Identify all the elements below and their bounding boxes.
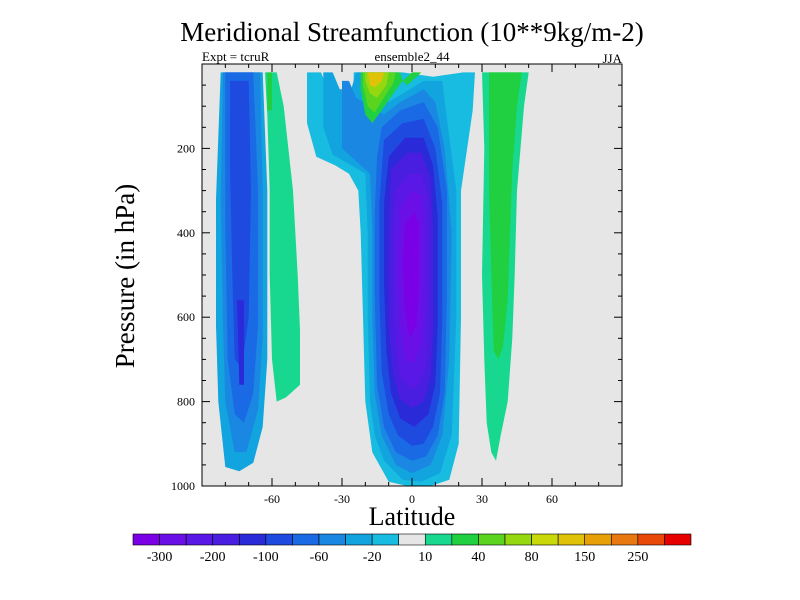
- chart-title: Meridional Streamfunction (10**9kg/m-2): [180, 17, 643, 47]
- colorbar-label: 10: [418, 550, 432, 565]
- north-pos-band-2: [489, 72, 522, 360]
- colorbar-swatch: [557, 533, 586, 546]
- colorbar-swatch: [504, 533, 532, 546]
- y-tick-label: 600: [177, 310, 195, 324]
- colorbar-label: -20: [363, 550, 382, 565]
- colorbar-swatch: [424, 533, 453, 546]
- x-tick-label: -60: [264, 492, 280, 506]
- colorbar-swatch: [238, 533, 267, 546]
- colorbar-swatch: [132, 533, 160, 546]
- colorbar-swatch: [451, 533, 479, 546]
- plot-area: -60 -30 0 30 60 200 400 600 800 1000: [171, 63, 623, 506]
- colorbar-label: 80: [525, 550, 539, 565]
- y-tick-label: 200: [177, 141, 195, 155]
- x-axis-label: Latitude: [369, 502, 456, 531]
- colorbar: -300 -200 -100 -60 -20 10 40 80 150 250: [132, 533, 692, 565]
- y-axis-ticks: 200 400 600 800 1000: [171, 84, 622, 493]
- colorbar-swatch: [371, 533, 400, 546]
- x-tick-label: 30: [476, 492, 488, 506]
- colorbar-swatch: [345, 533, 373, 546]
- south-neg-band-5: [237, 300, 244, 385]
- y-axis-label: Pressure (in hPa): [110, 184, 140, 368]
- colorbar-swatch: [531, 533, 559, 546]
- colorbar-swatch: [212, 533, 240, 546]
- colorbar-swatch: [292, 533, 320, 546]
- x-tick-label: -30: [334, 492, 350, 506]
- south-pos-band-2: [267, 72, 272, 111]
- colorbar-swatch: [478, 533, 506, 546]
- y-tick-label: 800: [177, 395, 195, 409]
- colorbar-label: -200: [200, 550, 226, 565]
- south-neg-band-4: [230, 80, 251, 368]
- subtitle-ensemble: ensemble2_44: [374, 49, 450, 64]
- x-tick-label: 60: [546, 492, 558, 506]
- colorbar-label: 150: [574, 550, 595, 565]
- y-tick-label: 1000: [171, 479, 195, 493]
- colorbar-swatch: [664, 533, 692, 546]
- lobe-band-4: [367, 72, 384, 88]
- colorbar-swatch: [159, 533, 187, 546]
- subtitle-season: JJA: [602, 51, 622, 66]
- wedge-band-1: [402, 72, 422, 86]
- colorbar-label: -60: [310, 550, 329, 565]
- x-axis-ticks: -60 -30 0 30 60: [201, 64, 623, 506]
- streamfunction-field: [216, 72, 529, 487]
- colorbar-label: -300: [147, 550, 173, 565]
- colorbar-label: -100: [253, 550, 279, 565]
- colorbar-label: 40: [471, 550, 485, 565]
- colorbar-swatch: [637, 533, 665, 546]
- colorbar-swatch: [610, 533, 639, 546]
- colorbar-swatch: [318, 533, 346, 546]
- colorbar-label: 250: [627, 550, 648, 565]
- x-tick-label: 0: [409, 492, 415, 506]
- colorbar-swatch: [398, 533, 426, 546]
- south-pos-band-1: [265, 72, 300, 402]
- colorbar-swatch: [584, 533, 612, 546]
- colorbar-swatch: [185, 533, 214, 546]
- colorbar-swatch: [265, 533, 293, 546]
- hadley-band-10: [402, 211, 419, 339]
- subtitle-experiment: Expt = tcruR: [202, 49, 270, 64]
- y-tick-label: 400: [177, 226, 195, 240]
